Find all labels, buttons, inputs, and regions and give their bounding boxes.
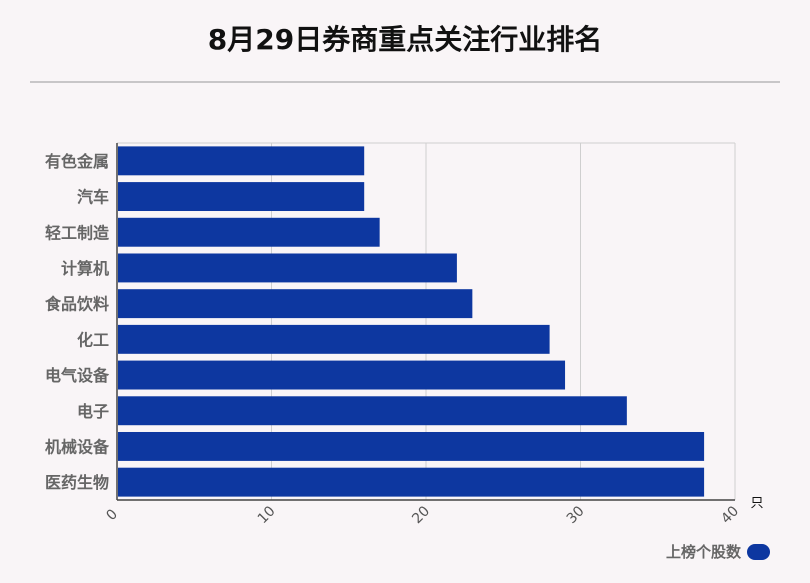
y-category-label: 电子 [77, 402, 109, 421]
bar [118, 182, 365, 212]
bar [118, 396, 627, 426]
bar [118, 431, 705, 461]
x-tick-label: 10 [255, 503, 279, 527]
x-tick-label: 40 [718, 503, 742, 527]
y-category-label: 汽车 [77, 188, 109, 207]
bar [118, 146, 365, 176]
bar [118, 467, 705, 497]
legend-swatch [747, 543, 770, 560]
bar [118, 217, 380, 247]
y-category-label: 轻工制造 [45, 223, 110, 242]
legend[interactable]: 上榜个股数 [666, 541, 770, 562]
y-category-label: 电气设备 [45, 366, 110, 385]
y-category-label: 有色金属 [45, 152, 109, 171]
x-tick-label: 0 [103, 506, 121, 524]
bar [118, 253, 457, 283]
bar [118, 360, 566, 390]
bar [118, 324, 550, 354]
y-category-label: 计算机 [61, 259, 109, 278]
y-category-label: 食品饮料 [44, 295, 109, 314]
y-category-label: 化工 [77, 330, 109, 349]
x-tick-label: 20 [409, 503, 433, 527]
bar-layer [118, 146, 705, 497]
x-unit-label: 只 [750, 496, 763, 511]
y-category-label: 机械设备 [45, 437, 110, 456]
legend-label: 上榜个股数 [665, 543, 741, 561]
bar [118, 289, 473, 319]
y-category-label: 医药生物 [45, 473, 109, 492]
x-tick-label: 30 [564, 503, 588, 527]
title-divider [30, 81, 780, 83]
chart-title: 8月29日券商重点关注行业排名 [207, 23, 603, 56]
